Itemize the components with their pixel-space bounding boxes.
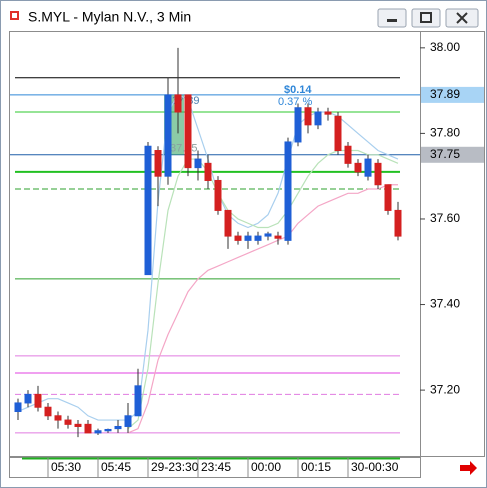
y-tick-label: 37.60 bbox=[430, 211, 460, 225]
candle-body bbox=[264, 233, 272, 237]
ma-line bbox=[127, 149, 399, 430]
change-label: $0.14 bbox=[284, 84, 312, 96]
y-tick-label: 37.20 bbox=[430, 382, 460, 396]
scroll-arrow[interactable] bbox=[460, 461, 477, 475]
window-title: S.MYL - Mylan N.V., 3 Min bbox=[28, 9, 191, 25]
candle-body bbox=[284, 141, 292, 241]
x-tick-label: 29-23:30 bbox=[151, 460, 199, 474]
candle-body bbox=[34, 393, 42, 408]
candle-body bbox=[74, 423, 82, 427]
candle-body bbox=[114, 425, 122, 430]
candle-body bbox=[294, 107, 302, 143]
candle-body bbox=[374, 162, 382, 186]
candle-body bbox=[344, 145, 352, 164]
candle-body bbox=[54, 415, 62, 421]
candle-body bbox=[354, 162, 362, 173]
candle-body bbox=[14, 402, 22, 413]
y-tick-label: 37.80 bbox=[430, 126, 460, 140]
minimize-glyph bbox=[387, 19, 397, 22]
candle-body bbox=[224, 209, 232, 237]
candle-body bbox=[24, 393, 32, 404]
candle-body bbox=[154, 150, 162, 177]
candle-body bbox=[214, 179, 222, 211]
candle-body bbox=[234, 235, 242, 241]
close-glyph bbox=[456, 12, 468, 24]
candle-body bbox=[244, 235, 252, 241]
candle-body bbox=[134, 385, 142, 417]
maximize-button[interactable] bbox=[411, 8, 441, 28]
x-tick-label: 00:00 bbox=[251, 460, 281, 474]
minimize-button[interactable] bbox=[377, 8, 407, 28]
candle-body bbox=[94, 430, 102, 434]
candle-body bbox=[384, 184, 392, 211]
candle-body bbox=[334, 115, 342, 152]
candle-body bbox=[44, 406, 52, 417]
marker-label: 37.75 bbox=[430, 147, 460, 161]
candle-body bbox=[64, 419, 72, 425]
candle-body bbox=[304, 107, 312, 126]
marker-box bbox=[421, 146, 484, 163]
range-label: 37.75 bbox=[170, 143, 198, 155]
candle-body bbox=[104, 428, 112, 432]
candle-body bbox=[254, 235, 262, 241]
candle-body bbox=[364, 158, 372, 177]
maximize-glyph bbox=[420, 12, 432, 23]
candle-body bbox=[84, 423, 92, 434]
candle-body bbox=[194, 158, 202, 169]
candle-body bbox=[314, 111, 322, 126]
candle-body bbox=[204, 162, 212, 181]
marker-label: 37.89 bbox=[430, 87, 460, 101]
candle-body bbox=[184, 94, 192, 169]
change-pct-label: 0.37 % bbox=[278, 96, 312, 108]
window-icon-inner bbox=[12, 13, 17, 18]
candle-body bbox=[144, 145, 152, 276]
y-tick-label: 38.00 bbox=[430, 40, 460, 54]
marker-box bbox=[421, 86, 484, 103]
y-tick-label: 37.40 bbox=[430, 297, 460, 311]
x-tick-label: 23:45 bbox=[201, 460, 231, 474]
candle-body bbox=[164, 94, 172, 177]
ma-line bbox=[127, 184, 398, 434]
candle-body bbox=[124, 415, 132, 427]
candle-body bbox=[174, 94, 182, 113]
x-tick-label: 05:30 bbox=[51, 460, 81, 474]
x-tick-label: 00:15 bbox=[301, 460, 331, 474]
plot-area bbox=[9, 31, 421, 457]
x-tick-label: 30-00:30 bbox=[351, 460, 399, 474]
window-buttons[interactable] bbox=[377, 8, 479, 28]
candle-body bbox=[274, 235, 282, 239]
candle-body bbox=[394, 209, 402, 237]
candle-body bbox=[324, 111, 332, 115]
x-tick-label: 05:45 bbox=[101, 460, 131, 474]
